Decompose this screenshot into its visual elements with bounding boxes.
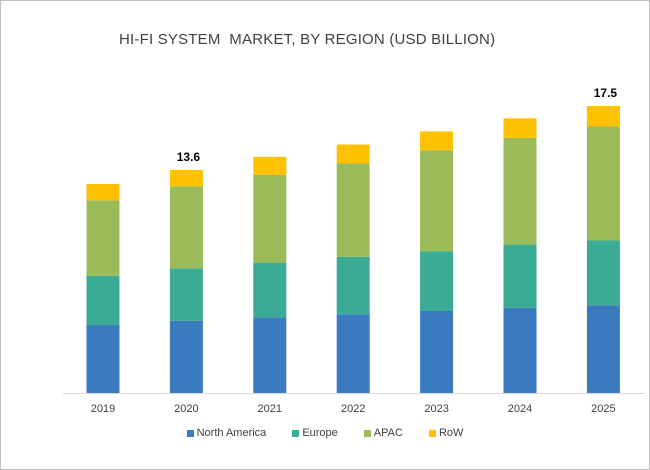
bar-north-america-2022 [336, 314, 370, 393]
legend-item-europe: Europe [292, 427, 338, 439]
bar-row-2021 [253, 156, 287, 175]
legend-swatch [428, 429, 436, 437]
legend-label: RoW [438, 427, 464, 439]
bar-europe-2019 [86, 275, 120, 325]
x-tick-label-2024: 2024 [508, 403, 532, 415]
bar-apac-2023 [420, 150, 454, 252]
bar-row-2019 [86, 183, 120, 201]
bar-apac-2020 [169, 186, 203, 269]
bar-north-america-2021 [253, 317, 287, 393]
bar-north-america-2020 [169, 320, 203, 393]
bar-row-2023 [420, 131, 454, 151]
legend: North America Europe APAC RoW [1, 427, 649, 439]
bar-europe-2025 [586, 240, 620, 306]
bar-europe-2022 [336, 256, 370, 315]
bar-apac-2025 [586, 126, 620, 241]
bar-north-america-2025 [586, 305, 620, 393]
bar-europe-2023 [420, 251, 454, 311]
bar-apac-2022 [336, 163, 370, 257]
x-tick-label-2025: 2025 [591, 403, 615, 415]
legend-label: APAC [373, 427, 403, 439]
legend-label: Europe [302, 427, 338, 439]
bar-row-2020 [169, 169, 203, 187]
bar-row-2024 [503, 118, 537, 138]
bar-row-2022 [336, 144, 370, 164]
legend-item-row: RoW [428, 427, 464, 439]
bar-europe-2024 [503, 244, 537, 308]
bar-europe-2021 [253, 262, 287, 318]
bar-row-2025 [586, 106, 620, 127]
chart-title: HI-FI SYSTEM MARKET, BY REGION (USD BILL… [119, 31, 496, 48]
bar-apac-2021 [253, 174, 287, 263]
bar-europe-2020 [169, 268, 203, 321]
legend-item-north-america: North America [186, 427, 267, 439]
data-label-2025: 17.5 [594, 86, 618, 100]
x-tick-label-2019: 2019 [91, 403, 115, 415]
legend-label: North America [196, 427, 267, 439]
legend-swatch [292, 429, 300, 437]
x-tick-label-2022: 2022 [341, 403, 365, 415]
bar-north-america-2023 [420, 311, 454, 393]
legend-item-apac: APAC [363, 427, 403, 439]
bar-north-america-2024 [503, 307, 537, 393]
bar-apac-2024 [503, 137, 537, 245]
x-tick-label-2021: 2021 [258, 403, 282, 415]
x-tick-label-2020: 2020 [174, 403, 198, 415]
bar-apac-2019 [86, 200, 120, 276]
bar-north-america-2019 [86, 324, 120, 393]
x-tick-label-2023: 2023 [424, 403, 448, 415]
legend-swatch [186, 429, 194, 437]
data-label-2020: 13.6 [177, 150, 201, 164]
legend-swatch [363, 429, 371, 437]
